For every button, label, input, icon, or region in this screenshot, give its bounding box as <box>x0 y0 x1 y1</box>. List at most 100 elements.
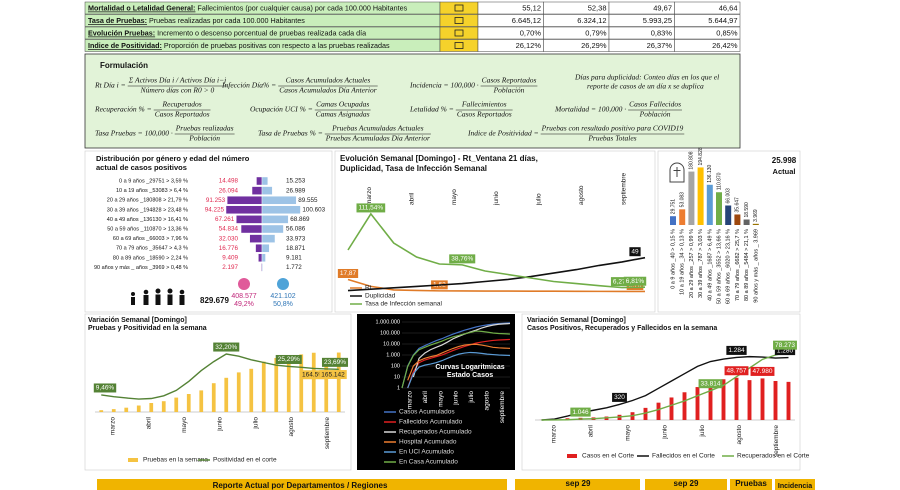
formula-numerator: Recuperados <box>162 100 202 109</box>
bar <box>734 377 739 420</box>
x-tick-label: mayo <box>451 189 458 205</box>
bar <box>336 352 341 412</box>
data-label: 26.094 <box>219 187 239 194</box>
data-label: 29.751 <box>670 199 676 215</box>
y-tick-label: 40 a 49 años _136130 > 16,41 % <box>107 217 188 223</box>
bar <box>656 402 661 420</box>
x-tick-label: julio <box>252 417 259 430</box>
chart-title: Distribución por género y edad del númer… <box>96 154 250 163</box>
table-value: 26,12% <box>516 41 542 50</box>
chart-title: Duplicidad, Tasa de Infección Semanal <box>340 164 487 173</box>
data-label: 94.225 <box>205 206 225 213</box>
bar <box>136 405 141 412</box>
formula-title: Formulación <box>100 61 148 70</box>
data-label-box <box>610 277 634 287</box>
data-label: 56.086 <box>286 226 306 233</box>
y-tick-label: 90 años y más _ años _3969 > 0,48 % <box>94 265 188 271</box>
x-tick-label: 0 a 9 años _40 > 0,15 % <box>670 229 676 289</box>
line <box>347 278 646 293</box>
formula-lhs: Tasa de Pruebas % = <box>258 129 323 138</box>
legend-label: Recuperados en el Corte <box>737 453 810 460</box>
data-label: 33.973 <box>286 235 306 242</box>
line <box>347 256 646 292</box>
table-icon <box>454 4 464 12</box>
formula-denominator: Población <box>493 86 525 95</box>
panel <box>521 313 801 471</box>
data-label-box <box>773 340 797 350</box>
x-tick-label: junio <box>217 417 224 432</box>
data-label: 14.498 <box>219 178 239 185</box>
bar <box>236 372 241 412</box>
bar <box>261 243 270 253</box>
bar <box>261 215 289 224</box>
bar <box>725 205 732 225</box>
data-label-box <box>337 268 359 278</box>
formula-numerator: Camas Ocupadas <box>316 100 369 109</box>
x-tick-label: septiembre <box>773 425 780 458</box>
y-tick-label: 1 <box>397 385 400 391</box>
x-tick-label: agosto <box>484 391 491 411</box>
data-label-box <box>319 370 347 380</box>
y-tick-label: 80 a 89 años _18590 > 2,24 % <box>113 255 188 261</box>
x-tick-label: 20 a 29 años _257 > 0,99 % <box>689 229 695 298</box>
bar <box>251 186 263 195</box>
x-tick-label: junio <box>493 191 500 206</box>
bar <box>688 171 695 225</box>
gender-share: 50,8% <box>273 301 293 308</box>
x-tick-label: 40 a 49 años _1687 > 6,49 % <box>707 229 713 301</box>
data-label: 6,27% <box>613 278 632 285</box>
bar <box>225 205 263 215</box>
table-value: 0,83% <box>651 28 673 37</box>
x-tick-label: marzo <box>550 425 557 443</box>
x-tick-label: abril <box>422 390 429 403</box>
x-tick-label: julio <box>468 391 475 404</box>
legend-label: Casos en el Corte <box>582 453 634 460</box>
bar <box>224 377 229 412</box>
bar <box>261 263 263 272</box>
x-tick-label: septiembre <box>621 172 628 205</box>
data-label: 91.253 <box>206 197 226 204</box>
data-label-box <box>275 354 302 364</box>
table-value: 0,85% <box>716 28 738 37</box>
data-label: 32.030 <box>219 235 239 242</box>
formula-note: reporte de casos de un día x se duplica <box>587 82 704 91</box>
male-icon <box>277 278 289 290</box>
row-title: Indice de Positividad: <box>88 41 162 50</box>
legend-label: Positividad en el corte <box>213 457 277 464</box>
bar <box>211 383 216 412</box>
bar <box>697 167 704 225</box>
line <box>401 330 511 389</box>
line <box>101 353 339 400</box>
formula-numerator: Casos Fallecidos <box>629 100 681 109</box>
x-tick-label: septiembre <box>499 391 506 424</box>
data-label: 180.808 <box>689 151 695 169</box>
chart-title: Estado Casos <box>447 372 493 379</box>
data-label-box <box>356 203 386 213</box>
table-row-label: Tasa de Pruebas: Pruebas realizadas por … <box>88 16 305 25</box>
data-label: 54.834 <box>219 226 239 233</box>
x-tick-label: mayo <box>437 391 444 407</box>
formula-denominator: Casos Acumulados Día Anterior <box>279 86 377 95</box>
y-tick-label: 1.000 <box>386 352 400 358</box>
table-icon-cell <box>439 1 479 15</box>
data-label-box <box>698 379 723 389</box>
bar <box>311 352 316 412</box>
table-value: 5.644,97 <box>708 16 737 25</box>
table-value: 0,70% <box>520 28 542 37</box>
formula-lhs: Recuperación % = <box>94 105 152 114</box>
bar <box>261 224 284 234</box>
data-label: 6,81% <box>626 278 645 285</box>
formula-denominator: Población <box>639 110 671 119</box>
total: 25.998 <box>772 156 797 165</box>
x-tick-label: abril <box>408 192 415 205</box>
data-label-box <box>612 392 627 402</box>
table-value: 26,37% <box>647 41 673 50</box>
data-label-box <box>213 342 240 352</box>
data-label-box <box>93 383 117 393</box>
formula-lhs: Incidencia = 100,000 · <box>409 81 479 90</box>
formula-denominator: Casos Reportados <box>457 110 512 119</box>
data-label: 1.280 <box>777 347 794 354</box>
data-label: 100.603 <box>302 206 325 213</box>
footer-date: sep 29 <box>674 479 699 488</box>
